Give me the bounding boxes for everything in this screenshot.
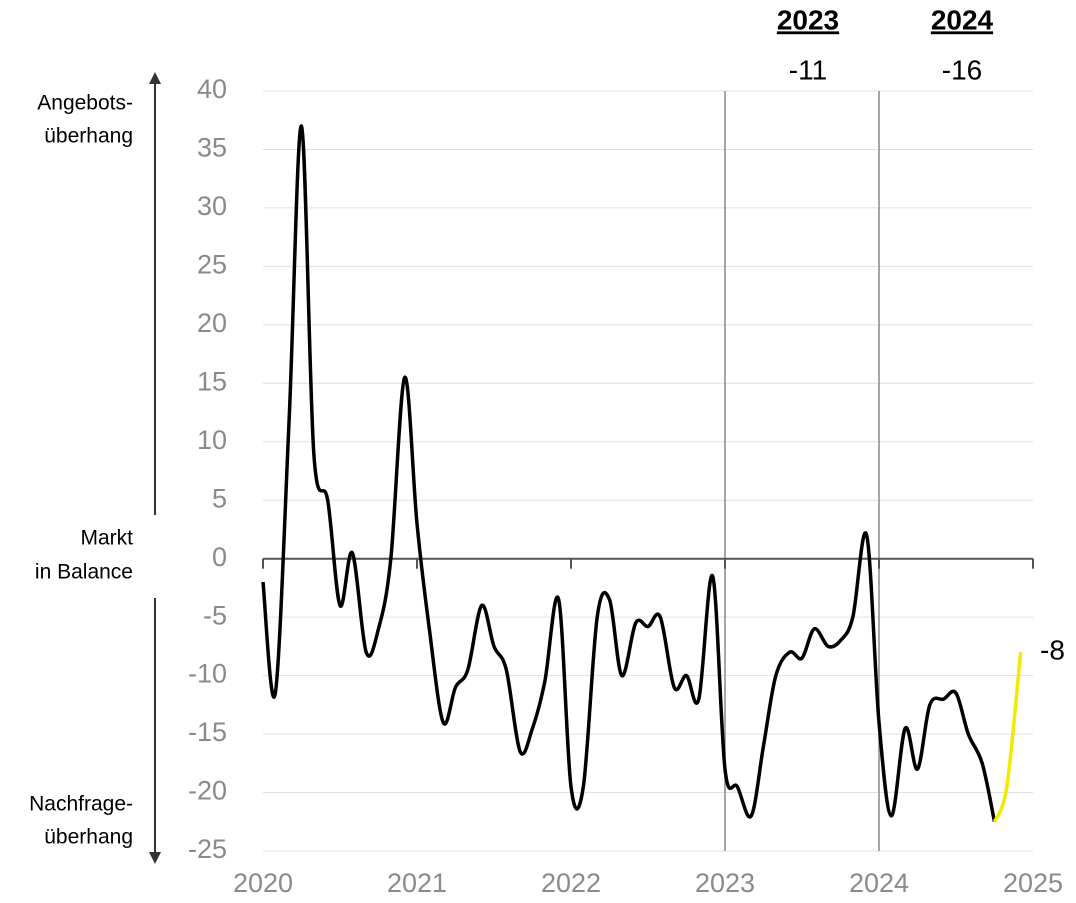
annotation-year: 2023 — [777, 4, 839, 35]
end-label: -8 — [1040, 635, 1065, 666]
y-tick-label: -10 — [188, 659, 227, 689]
side-label: Markt — [81, 527, 134, 550]
x-tick-label: 2020 — [233, 868, 293, 898]
data-line — [261, 124, 997, 823]
x-tick-label: 2023 — [695, 868, 755, 898]
y-tick-label: 30 — [197, 191, 227, 221]
y-tick-label: -15 — [188, 717, 227, 747]
side-label: Angebots- — [37, 92, 133, 115]
x-tick-label: 2024 — [849, 868, 909, 898]
side-label: überhang — [44, 826, 133, 849]
side-label: Nachfrage- — [29, 793, 133, 816]
y-tick-label: -5 — [203, 600, 227, 630]
y-tick-label: 35 — [197, 133, 227, 163]
x-tick-label: 2021 — [387, 868, 447, 898]
y-tick-label: 10 — [197, 425, 227, 455]
annotation-value: -16 — [942, 54, 982, 85]
y-tick-label: 40 — [197, 74, 227, 104]
y-tick-label: 25 — [197, 250, 227, 280]
side-label: in Balance — [35, 561, 133, 584]
data-line — [992, 652, 1023, 823]
y-tick-label: 0 — [212, 542, 227, 572]
side-label: überhang — [44, 125, 133, 148]
y-tick-label: 5 — [212, 483, 227, 513]
y-tick-label: -20 — [188, 776, 227, 806]
x-tick-label: 2025 — [1003, 868, 1063, 898]
y-tick-label: 20 — [197, 308, 227, 338]
annotation-year: 2024 — [931, 4, 994, 35]
y-tick-label: -25 — [188, 834, 227, 864]
x-tick-label: 2022 — [541, 868, 601, 898]
y-tick-label: 15 — [197, 366, 227, 396]
annotation-value: -11 — [789, 54, 827, 85]
